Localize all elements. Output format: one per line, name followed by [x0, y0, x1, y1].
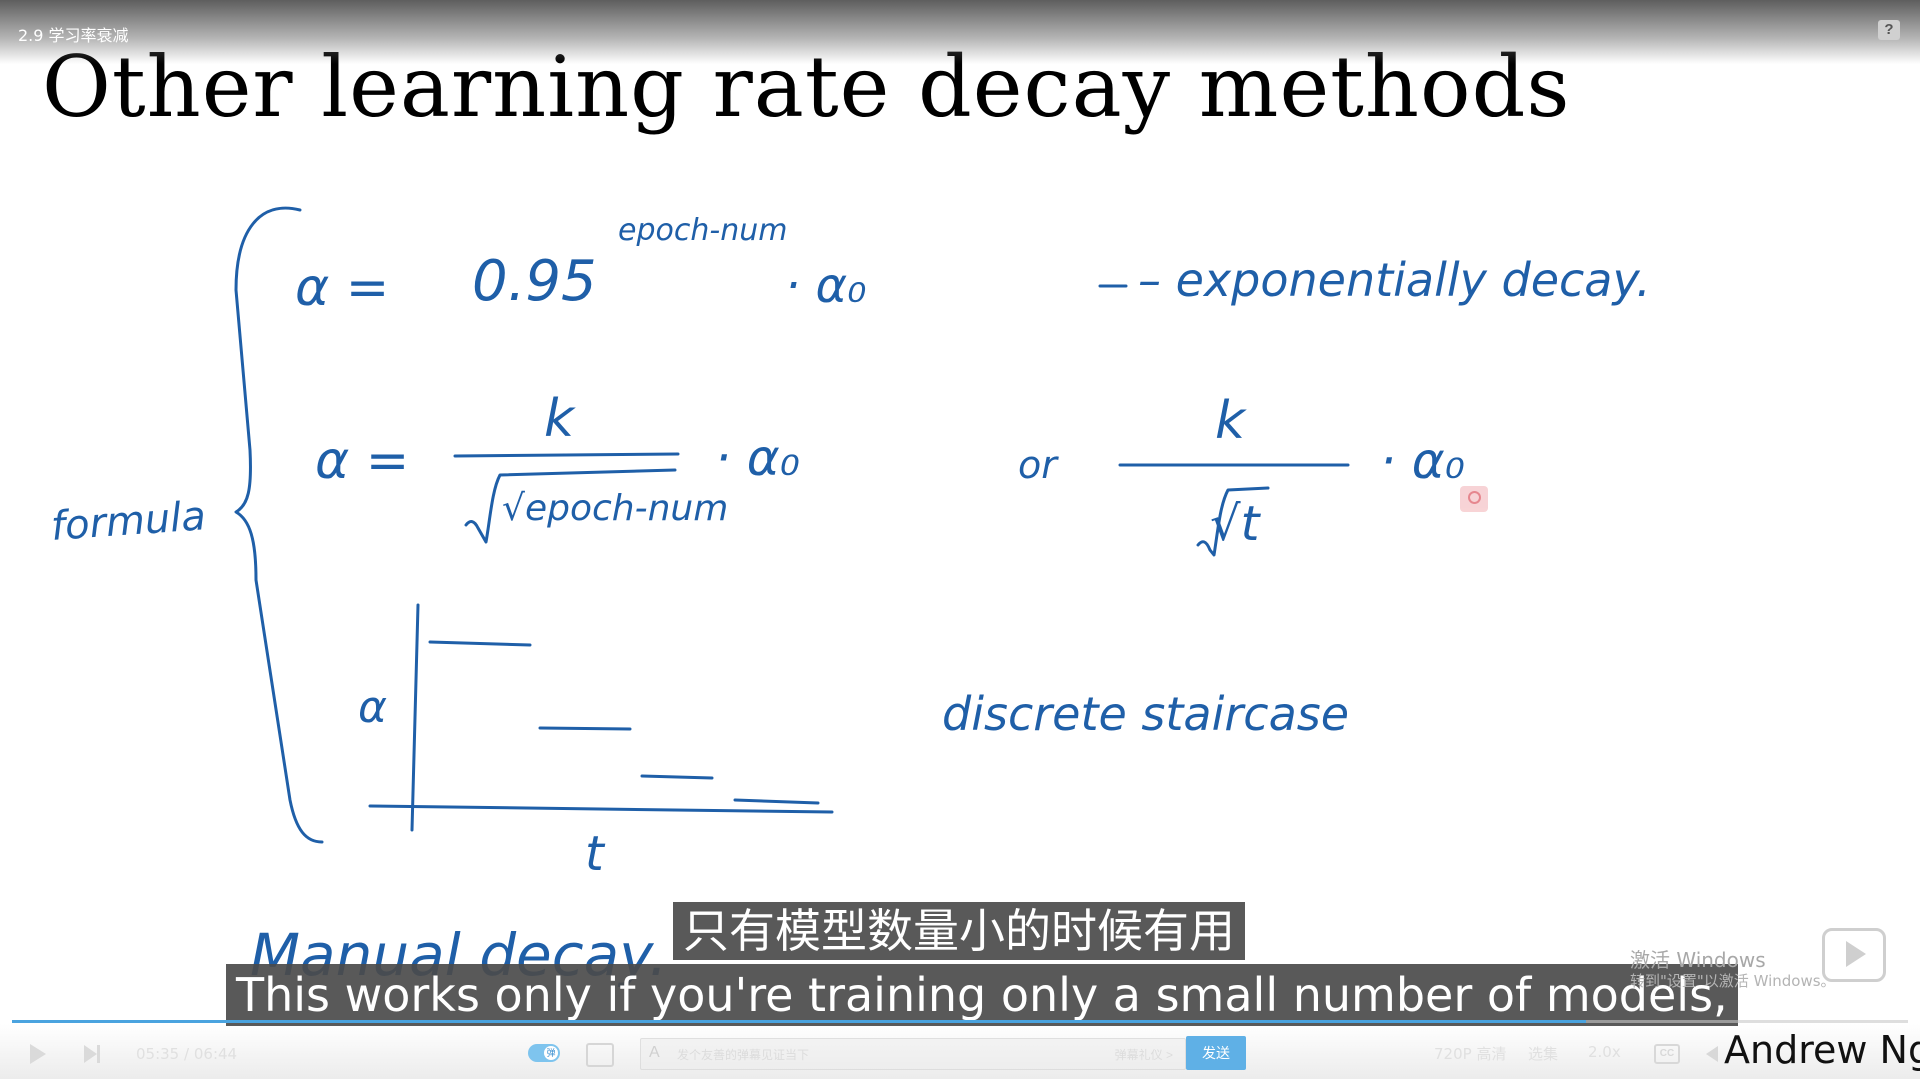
note-eq2-den: √epoch-num [502, 488, 728, 529]
note-eq2-tail: · α₀ [715, 429, 800, 487]
note-staircase-y: α [358, 682, 387, 733]
note-eq1-base: 0.95 [472, 249, 597, 314]
player-topbar: 2.9 学习率衰减 ? [0, 0, 1920, 64]
danmaku-toggle-label: 弹 [544, 1046, 558, 1060]
windows-watermark-hint: 转到"设置"以激活 Windows。 [1630, 972, 1836, 990]
speed-selector[interactable]: 2.0x [1588, 1043, 1621, 1061]
send-button[interactable]: 发送 [1186, 1036, 1246, 1070]
danmaku-settings-icon[interactable] [586, 1043, 614, 1067]
big-play-icon[interactable] [1822, 928, 1886, 982]
note-eq2b-den: √t [1210, 496, 1262, 552]
note-staircase-x: t [585, 826, 606, 882]
note-eq1-tail: · α₀ [785, 258, 866, 314]
time-current: 05:35 [136, 1045, 180, 1063]
help-button[interactable]: ? [1878, 20, 1900, 40]
step-2 [538, 726, 632, 731]
next-icon[interactable] [84, 1045, 100, 1063]
note-eq2-alpha: α = [315, 431, 409, 491]
staircase-x-axis [368, 804, 834, 814]
text-style-icon[interactable]: A [649, 1044, 660, 1061]
staircase-y-axis [410, 603, 420, 832]
note-formula: formula [49, 493, 207, 550]
note-eq2b-num: k [1215, 391, 1247, 451]
time-separator: / [184, 1045, 190, 1063]
subtitle-english: This works only if you're training only … [226, 964, 1738, 1026]
sqrt-sign-2 [1196, 486, 1270, 557]
note-eq1-note: – exponentially decay. [1138, 253, 1651, 307]
episodes-button[interactable]: 选集 [1528, 1045, 1559, 1063]
danmaku-toggle[interactable]: 弹 [528, 1044, 560, 1062]
presenter-name: Andrew Ng [1724, 1028, 1920, 1072]
time-total: 06:44 [193, 1045, 238, 1063]
curly-brace [234, 206, 324, 844]
note-eq1-exponent: epoch-num [618, 213, 787, 248]
danmaku-etiquette-link[interactable]: 弹幕礼仪 > [1114, 1048, 1173, 1062]
danmaku-placeholder: 发个友善的弹幕见证当下 [677, 1048, 810, 1062]
search-lens-icon[interactable] [1460, 486, 1488, 512]
step-3 [640, 774, 714, 780]
step-1 [428, 640, 532, 647]
subtitle-chinese: 只有模型数量小的时候有用 [673, 902, 1245, 960]
note-staircase: discrete staircase [942, 687, 1349, 741]
volume-icon[interactable] [1706, 1046, 1718, 1062]
note-eq2b-tail: · α₀ [1380, 432, 1465, 490]
danmaku-input[interactable]: A 发个友善的弹幕见证当下 弹幕礼仪 > [640, 1038, 1186, 1070]
time-display: 05:35 / 06:44 [136, 1045, 237, 1063]
note-eq2-or: or [1018, 443, 1059, 487]
quality-selector[interactable]: 720P 高清 [1434, 1045, 1507, 1063]
sqrt-sign-1 [464, 468, 677, 544]
progress-bar[interactable] [12, 1020, 1908, 1023]
progress-fill [12, 1020, 1586, 1023]
play-icon[interactable] [30, 1044, 46, 1064]
windows-watermark-title: 激活 Windows [1630, 948, 1766, 972]
cc-icon[interactable]: CC [1654, 1044, 1680, 1064]
step-4 [733, 798, 820, 805]
handwritten-notes: formula α = 0.95 epoch-num · α₀ – expone… [49, 206, 1651, 989]
note-eq2-num: k [544, 389, 576, 449]
fraction-bar-1 [453, 452, 680, 458]
video-title: 2.9 学习率衰减 [18, 26, 129, 45]
note-eq1-alpha: α = [295, 258, 389, 318]
